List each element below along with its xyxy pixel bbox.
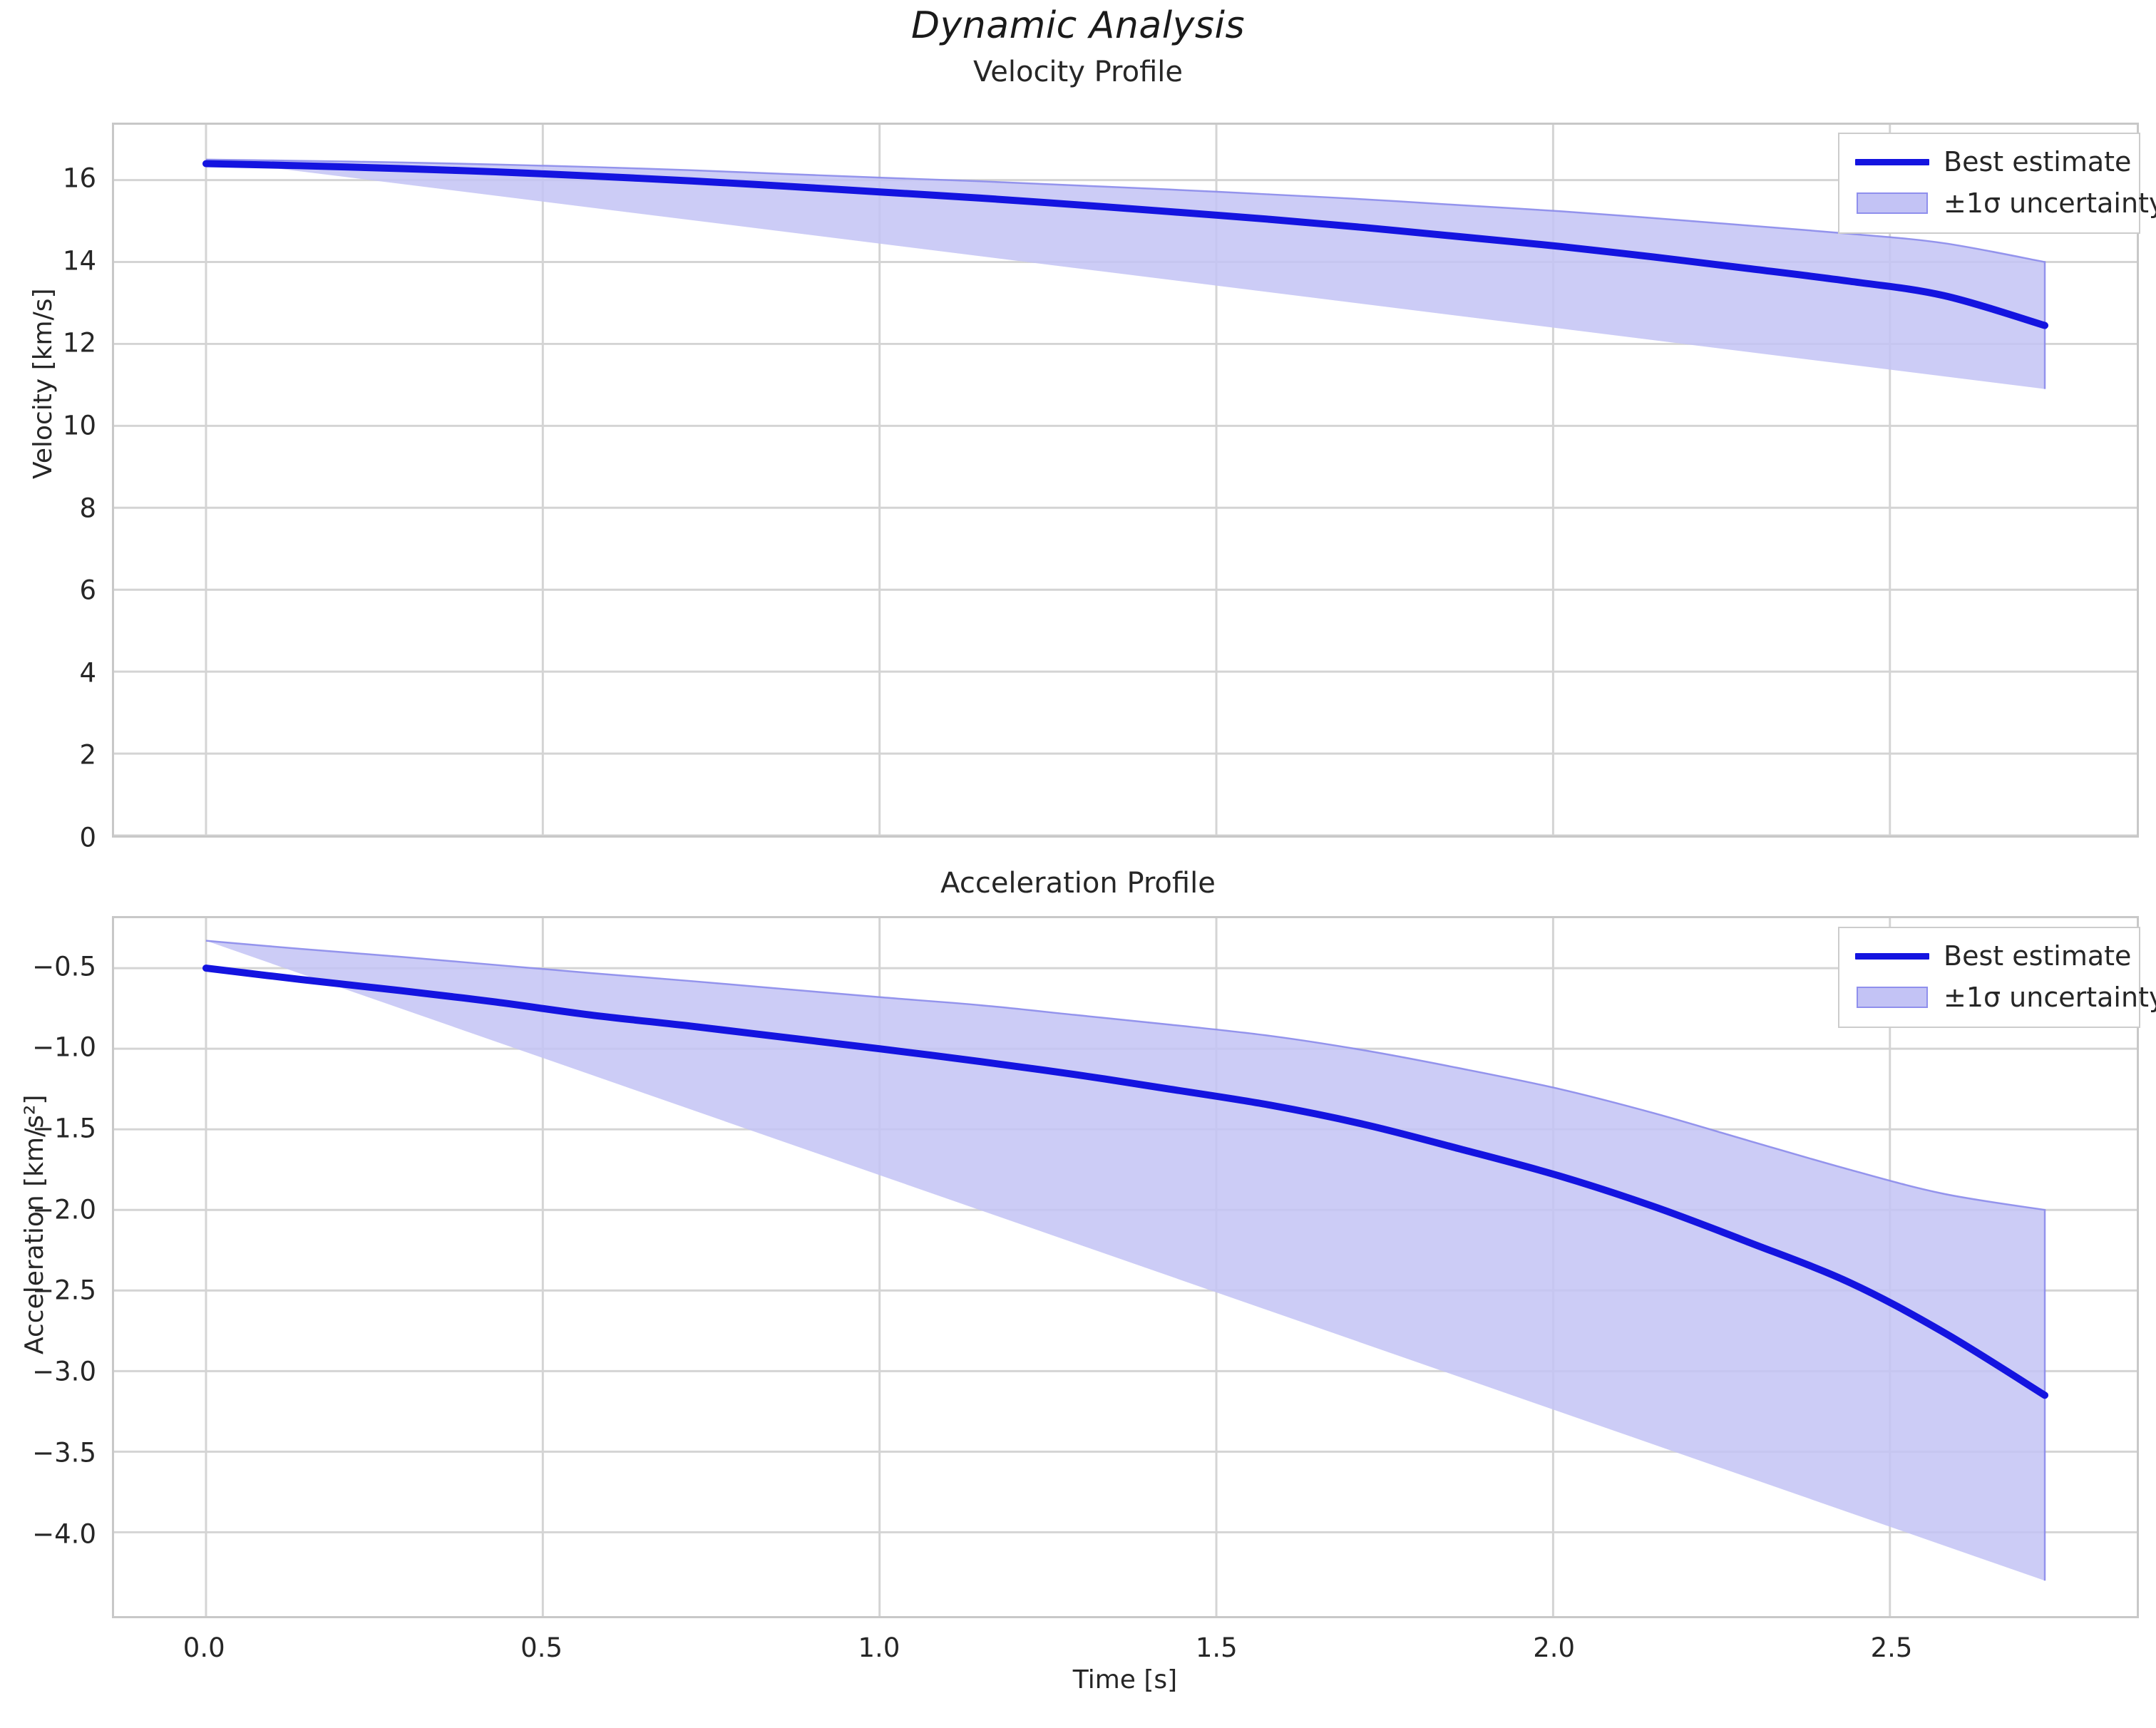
y-tick-label: 10 — [62, 410, 96, 441]
x-tick-label: 2.0 — [1533, 1632, 1576, 1663]
y-tick-label: 12 — [62, 327, 96, 359]
uncertainty-band — [205, 940, 2046, 1581]
legend-label-uncertainty: ±1σ uncertainty — [1944, 187, 2156, 219]
legend-line-key-icon — [1852, 940, 1932, 972]
x-tick-label: 0.0 — [183, 1632, 225, 1663]
acceleration-plot-area — [112, 916, 2139, 1618]
y-tick-label: 0 — [79, 822, 96, 853]
legend-row-uncertainty: ±1σ uncertainty — [1852, 977, 2156, 1018]
best-estimate-line — [202, 965, 2049, 1399]
velocity-plot-area — [112, 123, 2139, 838]
y-tick-label: 6 — [79, 575, 96, 606]
legend-patch-key-icon — [1852, 187, 1932, 220]
legend-patch-key-icon — [1852, 981, 1932, 1014]
legend-label-uncertainty: ±1σ uncertainty — [1944, 982, 2156, 1013]
legend-label-best-estimate: Best estimate — [1944, 146, 2132, 178]
y-tick-label: −0.5 — [32, 951, 96, 982]
velocity-y-axis-label: Velocity [km/s] — [29, 288, 58, 479]
y-tick-label: −2.0 — [32, 1194, 96, 1225]
x-tick-label: 0.5 — [520, 1632, 563, 1663]
legend-row-best-estimate: Best estimate — [1852, 935, 2131, 977]
legend-line-key-icon — [1852, 145, 1932, 178]
acceleration-axes-title: Acceleration Profile — [940, 867, 1216, 900]
y-tick-label: 8 — [79, 493, 96, 524]
x-tick-label: 1.0 — [858, 1632, 900, 1663]
velocity-plot-canvas — [114, 125, 2137, 835]
velocity-axes-title: Velocity Profile — [972, 56, 1183, 88]
best-estimate-line — [202, 160, 2049, 329]
figure-suptitle: Dynamic Analysis — [910, 4, 1246, 47]
velocity-legend: Best estimate ±1σ uncertainty — [1838, 133, 2156, 234]
y-tick-label: 16 — [62, 163, 96, 194]
y-tick-label: −1.5 — [32, 1113, 96, 1144]
y-tick-label: −3.0 — [32, 1356, 96, 1387]
uncertainty-band — [205, 158, 2046, 389]
x-tick-label: 2.5 — [1870, 1632, 1913, 1663]
acceleration-legend: Best estimate ±1σ uncertainty — [1838, 927, 2156, 1028]
legend-row-best-estimate: Best estimate — [1852, 141, 2131, 182]
x-tick-label: 1.5 — [1195, 1632, 1238, 1663]
y-tick-label: 4 — [79, 657, 96, 689]
y-tick-label: 2 — [79, 739, 96, 771]
x-axis-label: Time [s] — [1072, 1665, 1178, 1694]
legend-label-best-estimate: Best estimate — [1944, 940, 2132, 972]
acceleration-plot-canvas — [114, 918, 2137, 1616]
y-tick-label: −1.0 — [32, 1032, 96, 1063]
y-tick-label: −3.5 — [32, 1437, 96, 1469]
y-tick-label: −2.5 — [32, 1275, 96, 1306]
y-tick-label: −4.0 — [32, 1518, 96, 1550]
legend-row-uncertainty: ±1σ uncertainty — [1852, 182, 2156, 224]
y-tick-label: 14 — [62, 245, 96, 277]
